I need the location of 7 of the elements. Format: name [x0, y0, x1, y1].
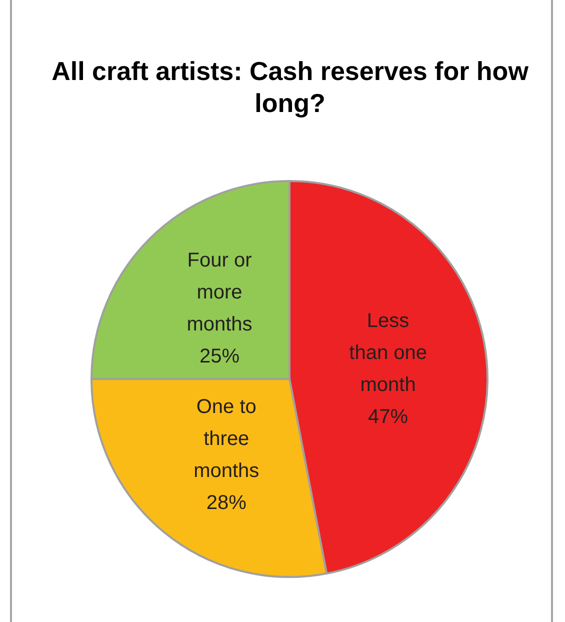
slice-label: One to three months	[194, 396, 260, 482]
slice-label: Less than one month	[349, 310, 427, 396]
data-label: 28%	[206, 492, 247, 514]
data-label: 47%	[368, 406, 408, 428]
slice-label: Four or more months	[186, 250, 252, 336]
chart-title: All craft artists: Cash reserves for how long?	[50, 55, 530, 119]
data-label: 25%	[199, 346, 240, 368]
